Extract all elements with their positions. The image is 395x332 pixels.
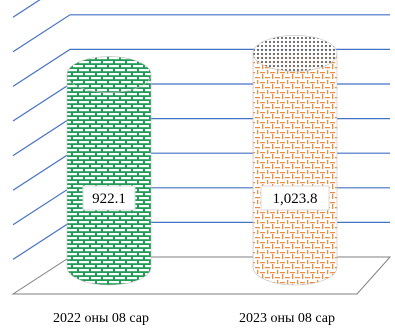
data-label: 1,023.8 — [273, 191, 318, 207]
labels: 922.1 2022 оны 08 сар 1,023.8 2023 оны 08 с… — [53, 185, 335, 326]
cylinder-top — [252, 35, 338, 72]
gridline — [12, 0, 41, 18]
data-label-box — [82, 185, 136, 211]
cylinder-top — [66, 56, 152, 93]
data-label-box — [260, 185, 330, 211]
data-label: 922.1 — [92, 191, 126, 207]
gridline — [12, 14, 390, 53]
category-label: 2023 оны 08 сар — [239, 311, 335, 326]
cylinder-body — [252, 53, 338, 286]
floor — [11, 256, 392, 295]
category-label: 2022 оны 08 сар — [53, 311, 149, 326]
bars — [66, 35, 338, 286]
cylinder-body — [66, 74, 152, 286]
